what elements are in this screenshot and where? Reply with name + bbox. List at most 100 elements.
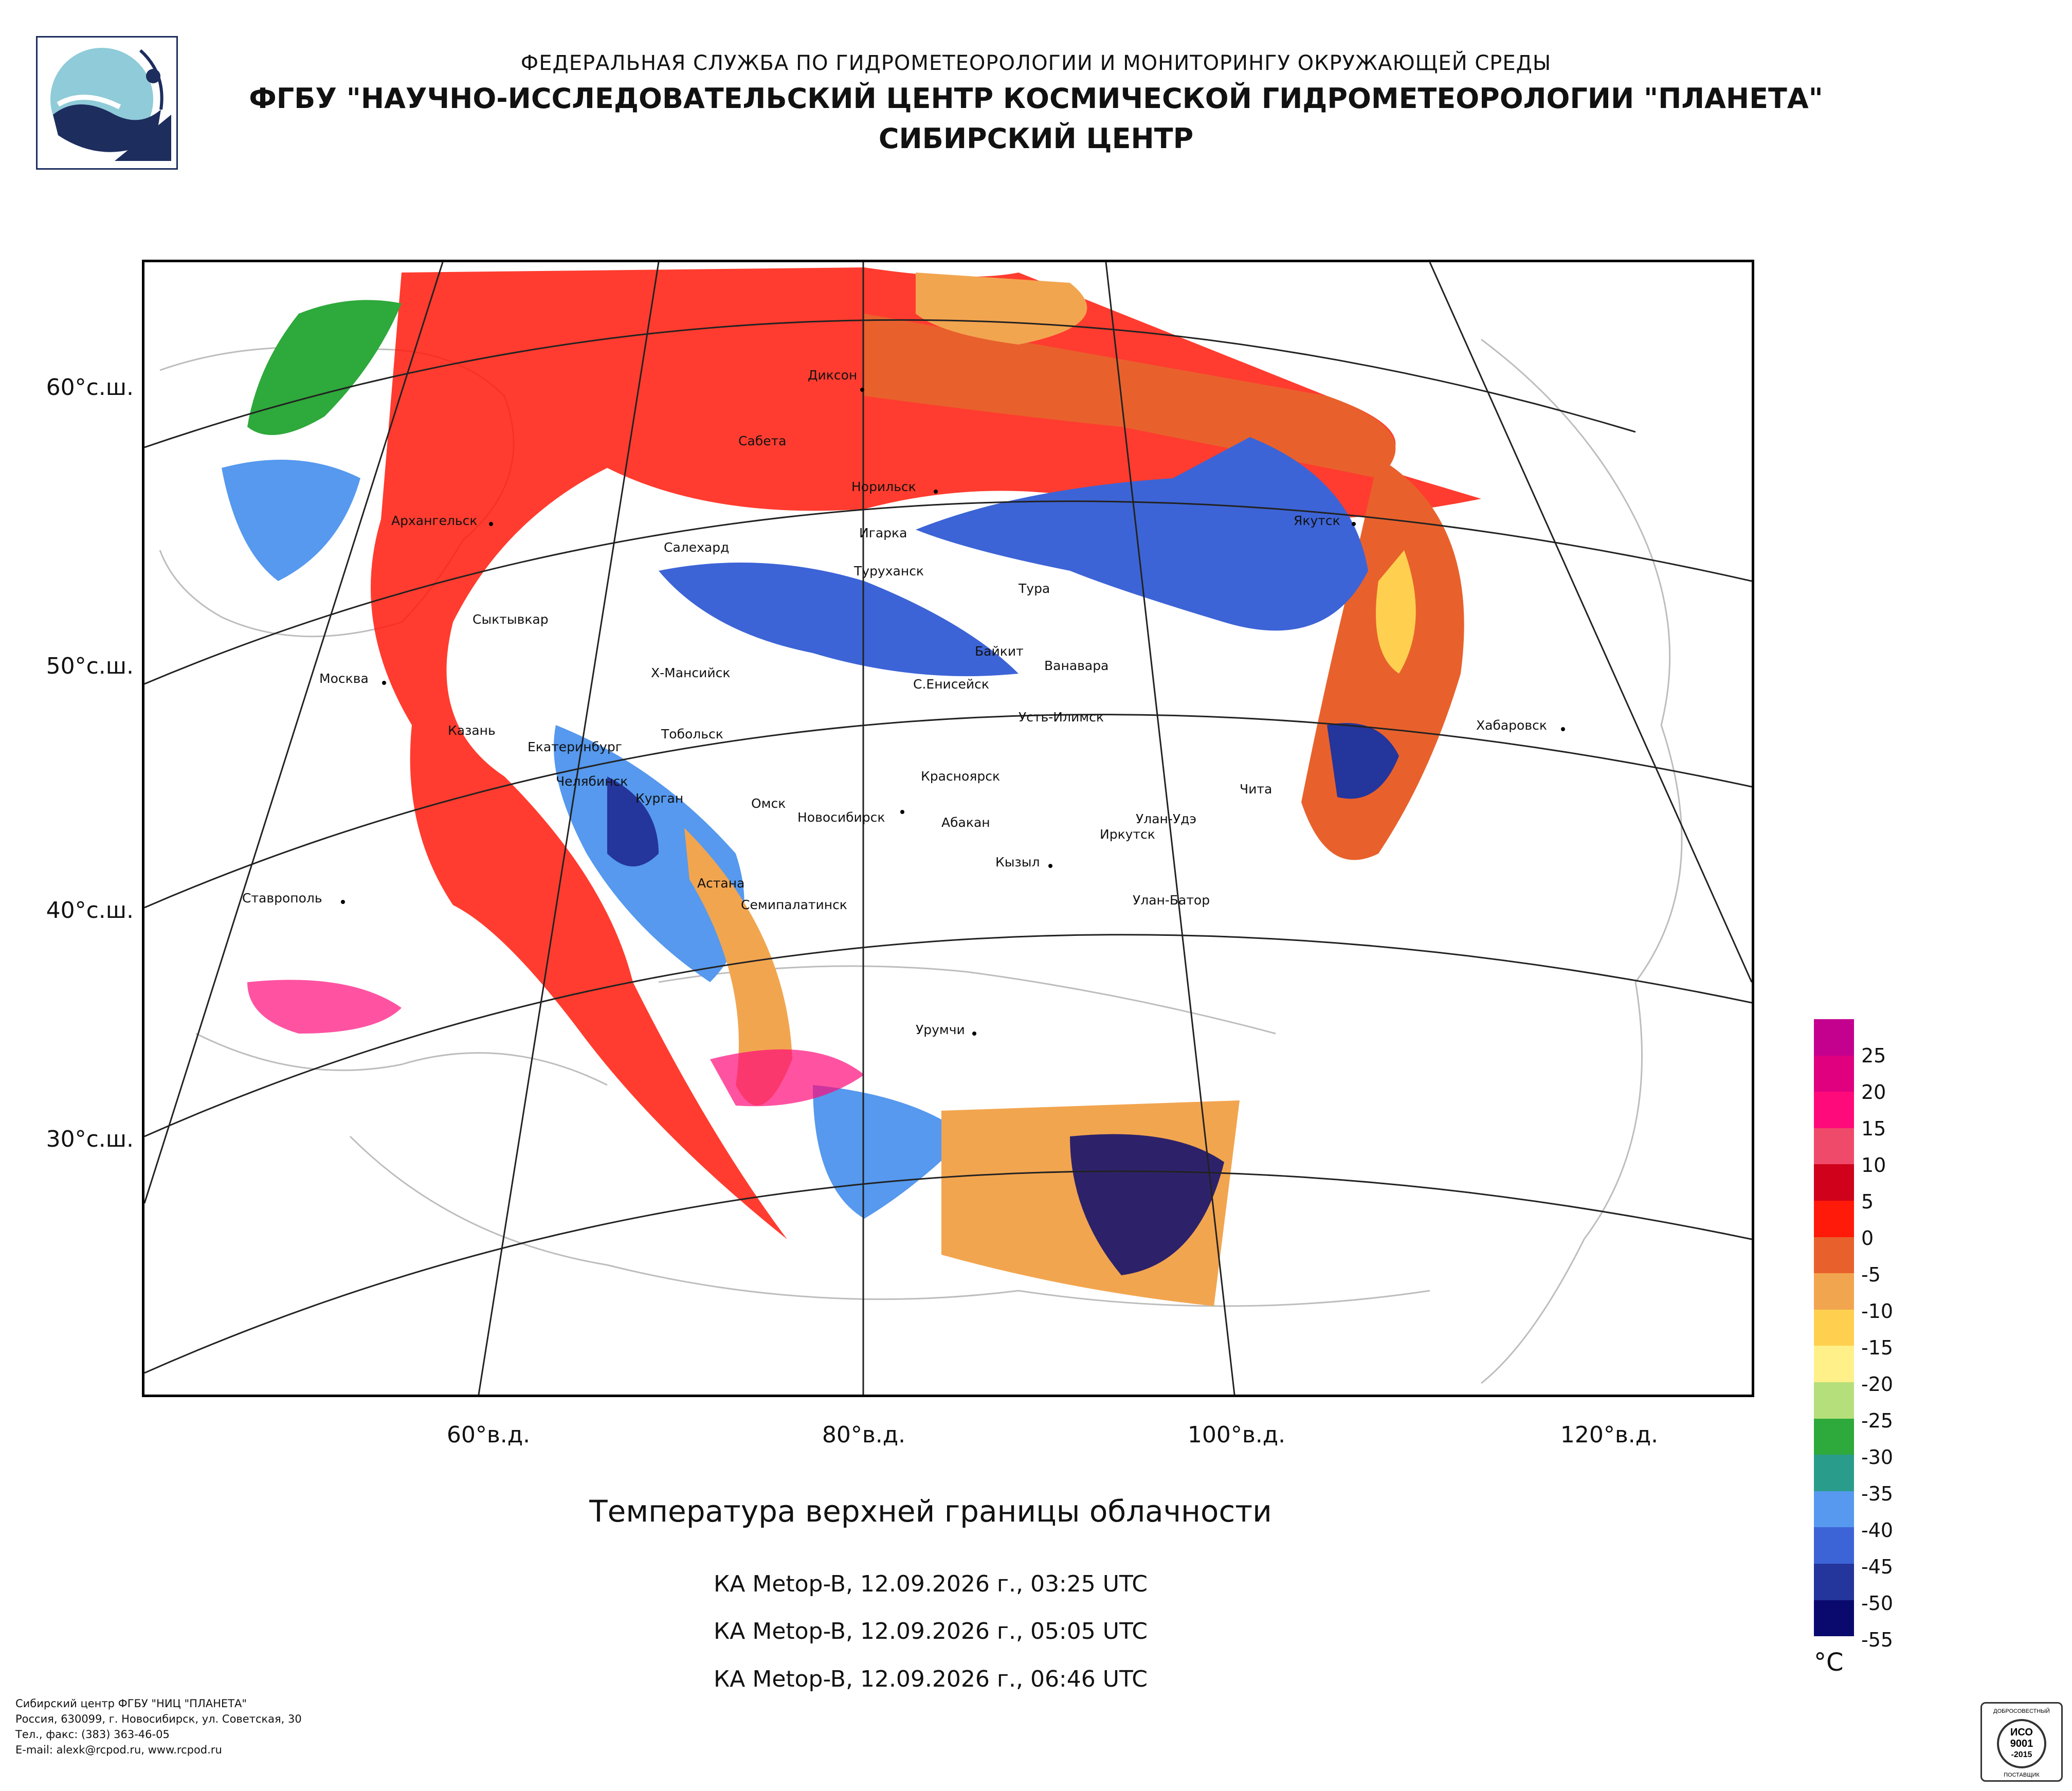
city-salekhard: Салехард (664, 540, 730, 555)
city-ulan-bator: Улан-Батор (1133, 893, 1210, 908)
city-arkhangelsk: Архангельск (391, 513, 478, 528)
cloud-top-temperature-map: Диксон Сабета Норильск Игарка Салехард Т… (142, 260, 1754, 1397)
map-title: Температура верхней границы облачности (589, 1494, 1272, 1529)
city-kazan: Казань (448, 723, 496, 738)
legend-label: -15 (1861, 1336, 1894, 1359)
legend-color-box (1814, 1346, 1854, 1382)
footer-line: E-mail: alexk@rcpod.ru, www.rcpod.ru (15, 1744, 222, 1756)
legend-unit: °C (1814, 1648, 1844, 1677)
lon-label-80: 80°в.д. (822, 1422, 906, 1448)
city-abakan: Абакан (941, 815, 990, 830)
footer-line: Россия, 630099, г. Новосибирск, ул. Сове… (15, 1713, 302, 1725)
lon-label-120: 120°в.д. (1560, 1422, 1659, 1448)
planeta-logo (36, 36, 178, 170)
legend-color-box (1814, 1491, 1854, 1528)
legend-color-box (1814, 1563, 1854, 1600)
legend-label: 20 (1861, 1081, 1886, 1103)
legend-label: 0 (1861, 1227, 1874, 1250)
city-kyzyl: Кызыл (995, 855, 1040, 870)
legend-label: 5 (1861, 1190, 1874, 1213)
planeta-logo-icon (50, 48, 171, 161)
city-dot (934, 490, 938, 494)
lon-label-60: 60°в.д. (446, 1422, 531, 1448)
city-baykit: Байкит (975, 644, 1024, 659)
legend-label: 10 (1861, 1154, 1886, 1177)
legend-color-box (1814, 1019, 1854, 1056)
city-dot (489, 522, 493, 526)
legend-label: 15 (1861, 1117, 1886, 1140)
city-dot (1048, 864, 1052, 868)
iso-badge-icon: ДОБРОСОВЕСТНЫЙ ИСО 9001 -2015 ПОСТАВЩИК (1993, 1708, 2050, 1778)
agency-name: ФЕДЕРАЛЬНАЯ СЛУЖБА ПО ГИДРОМЕТЕОРОЛОГИИ … (520, 51, 1552, 75)
satellite-pass-2: КА Metop-B, 12.09.2026 г., 05:05 UTC (714, 1618, 1148, 1644)
legend-color-box (1814, 1527, 1854, 1564)
iso-9001-badge: ДОБРОСОВЕСТНЫЙ ИСО 9001 -2015 ПОСТАВЩИК (1980, 1702, 2063, 1782)
city-irkutsk: Иркутск (1100, 827, 1155, 842)
legend-label: -20 (1861, 1373, 1894, 1396)
city-ulan-ude: Улан-Удэ (1136, 811, 1197, 826)
city-chita: Чита (1240, 782, 1273, 797)
legend-color-box (1814, 1418, 1854, 1455)
city-omsk: Омск (751, 796, 786, 811)
city-dot (341, 900, 345, 904)
legend-color-box (1814, 1092, 1854, 1128)
city-semipalatinsk: Семипалатинск (741, 897, 847, 912)
legend-label: 25 (1861, 1044, 1886, 1067)
legend-color-box (1814, 1273, 1854, 1310)
city-ekaterinburg: Екатеринбург (528, 739, 622, 754)
legend-color-box (1814, 1128, 1854, 1165)
iso-top: ДОБРОСОВЕСТНЫЙ (1993, 1708, 2050, 1714)
city-stavropol: Ставрополь (242, 891, 322, 906)
lon-label-100: 100°в.д. (1187, 1422, 1286, 1448)
city-krasnoyarsk: Красноярск (921, 769, 1001, 784)
graticule (144, 262, 1752, 1395)
iso-std: ИСО (2010, 1727, 2033, 1738)
city-tura: Тура (1019, 581, 1050, 596)
city-norilsk: Норильск (851, 479, 916, 494)
city-novosibirsk: Новосибирск (797, 810, 885, 825)
lat-label-30: 30°с.ш. (46, 1126, 134, 1152)
iso-year: -2015 (2011, 1750, 2032, 1759)
iso-bottom: ПОСТАВЩИК (2004, 1772, 2040, 1778)
city-chelyabinsk: Челябинск (556, 774, 628, 789)
city-astana: Астана (697, 876, 745, 891)
map-canvas (144, 262, 1752, 1395)
city-kh-mansiysk: Х-Мансийск (651, 665, 731, 680)
legend-label: -25 (1861, 1409, 1894, 1432)
institute-name: ФГБУ "НАУЧНО-ИССЛЕДОВАТЕЛЬСКИЙ ЦЕНТР КОС… (249, 82, 1823, 115)
city-dot (382, 681, 386, 685)
footer-line: Тел., факс: (383) 363-46-05 (15, 1728, 170, 1741)
city-dot (860, 388, 864, 392)
footer-line: Сибирский центр ФГБУ "НИЦ "ПЛАНЕТА" (15, 1697, 247, 1710)
satellite-pass-1: КА Metop-B, 12.09.2026 г., 03:25 UTC (714, 1571, 1148, 1597)
city-sabeta: Сабета (738, 433, 787, 448)
city-ust-ilimsk: Усть-Илимск (1019, 710, 1104, 725)
city-igarka: Игарка (859, 526, 907, 540)
center-name: СИБИРСКИЙ ЦЕНТР (878, 122, 1194, 155)
satellite-pass-3: КА Metop-B, 12.09.2026 г., 06:46 UTC (714, 1666, 1148, 1692)
legend-label: -10 (1861, 1300, 1894, 1323)
legend-label: -40 (1861, 1519, 1894, 1542)
legend-color-box (1814, 1600, 1854, 1637)
legend-label: -5 (1861, 1263, 1881, 1286)
city-dot (1561, 727, 1565, 731)
legend-color-box (1814, 1200, 1854, 1237)
city-dot (1352, 522, 1356, 526)
legend-color-box (1814, 1309, 1854, 1346)
legend-label: -50 (1861, 1592, 1894, 1615)
iso-num: 9001 (2010, 1738, 2033, 1749)
footer-contacts: Сибирский центр ФГБУ "НИЦ "ПЛАНЕТА" Росс… (15, 1696, 302, 1758)
legend-color-box (1814, 1055, 1854, 1092)
lat-label-60: 60°с.ш. (46, 374, 134, 401)
legend-color-box (1814, 1164, 1854, 1201)
legend-label: -30 (1861, 1446, 1894, 1469)
lat-label-40: 40°с.ш. (46, 897, 134, 924)
legend-color-box (1814, 1455, 1854, 1491)
city-syktyvkar: Сыктывкар (472, 612, 549, 627)
legend-color-box (1814, 1382, 1854, 1419)
city-tobolsk: Тобольск (661, 727, 723, 741)
city-urumqi: Урумчи (916, 1022, 965, 1037)
legend-label: -35 (1861, 1482, 1894, 1505)
city-yakutsk: Якутск (1294, 513, 1340, 528)
city-dot (900, 810, 904, 814)
